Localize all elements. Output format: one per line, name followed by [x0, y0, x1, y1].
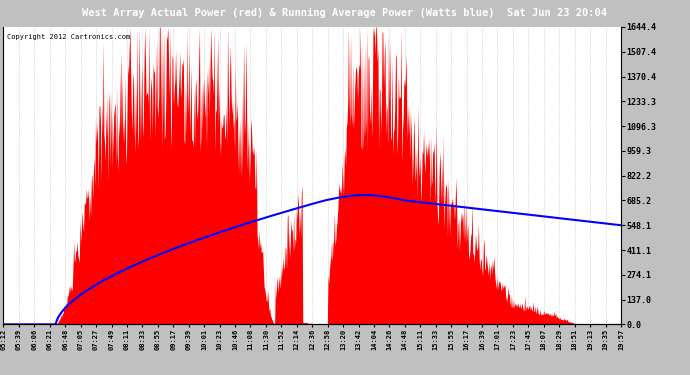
Text: West Array Actual Power (red) & Running Average Power (Watts blue)  Sat Jun 23 2: West Array Actual Power (red) & Running …: [83, 8, 607, 18]
Text: Copyright 2012 Cartronics.com: Copyright 2012 Cartronics.com: [6, 34, 130, 40]
